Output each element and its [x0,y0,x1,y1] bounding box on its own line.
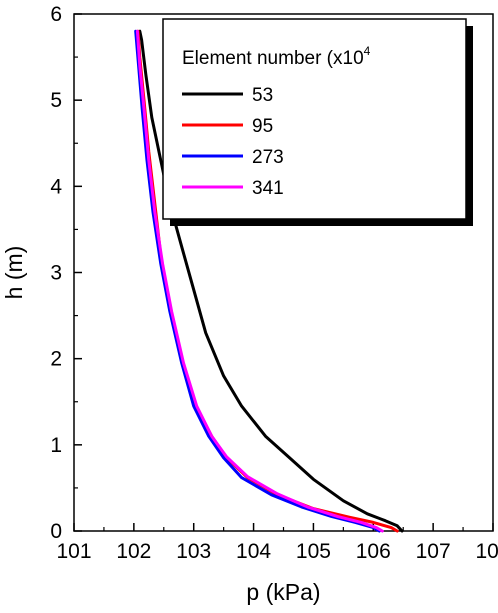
legend-label-53: 53 [252,85,273,106]
x-tick-label: 104 [236,540,271,563]
legend-items: 53 95 273 341 [182,85,284,199]
y-tick-label: 1 [50,434,62,457]
legend-label-95: 95 [252,116,273,137]
axes: 101 102 103 104 105 106 107 108 0 1 2 3 4 5 6 p (kPa) h … [1,3,498,605]
legend-label-341: 341 [252,178,284,199]
series-line-273 [134,29,381,533]
series-line-53 [138,29,404,533]
series-lines [134,29,404,533]
x-tick-label: 108 [475,540,498,563]
x-tick-label: 102 [116,540,151,563]
y-tick-label: 5 [50,89,62,112]
y-tick-label: 6 [50,3,62,26]
y-tick-label: 0 [50,520,62,543]
x-axis-title: p (kPa) [246,579,320,605]
x-tick-label: 105 [296,540,331,563]
y-axis-title: h (m) [1,246,27,300]
legend-label-273: 273 [252,147,284,168]
y-tick-label: 3 [50,262,62,285]
x-tick-label: 107 [416,540,451,563]
y-tick-label: 4 [50,175,62,198]
legend: Element number (x104 53 95 273 341 [162,18,473,226]
x-tick-label: 101 [56,540,91,563]
series-line-341 [135,29,384,533]
y-tick-label: 2 [50,348,62,371]
x-tick-label: 106 [356,540,391,563]
x-tick-label: 103 [176,540,211,563]
legend-title: Element number (x104 [182,44,371,69]
